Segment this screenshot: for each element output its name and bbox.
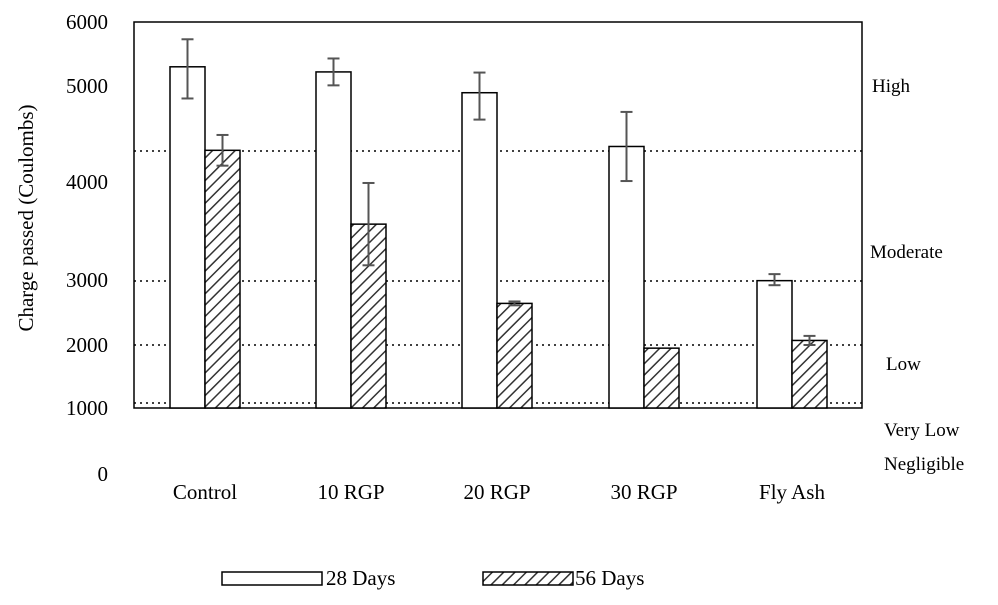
zone-label: Very Low [884,420,960,441]
x-tick-label: 20 RGP [463,480,530,504]
x-tick-label: 30 RGP [610,480,677,504]
y-tick-label: 5000 [66,74,108,98]
legend-swatch-28-days [221,571,323,586]
x-tick-label: Fly Ash [759,480,825,504]
y-tick-label: 2000 [66,333,108,357]
bar-56-days [350,223,387,409]
bar-28-days [315,71,352,409]
y-tick-label: 3000 [66,268,108,292]
bar-56-days [643,347,680,409]
x-tick-label: 10 RGP [317,480,384,504]
zone-label: Moderate [870,242,943,263]
y-axis-label: Charge passed (Coulombs) [14,104,38,331]
zone-label: Low [886,354,921,375]
legend-swatch-56-days [482,571,574,586]
legend-label-56-days: 56 Days [575,566,644,590]
zone-label: High [872,76,911,97]
y-tick-label: 6000 [66,10,108,34]
y-tick-label: 1000 [66,396,108,420]
zone-label: Negligible [884,454,964,475]
bar-28-days [461,91,498,409]
bar-56-days [496,302,533,409]
x-tick-label: Control [173,480,237,504]
y-tick-label: 4000 [66,170,108,194]
bar-28-days [169,66,206,409]
bar-56-days [204,149,241,409]
bar-56-days [791,339,828,409]
y-tick-label: 0 [98,462,109,486]
legend-label-28-days: 28 Days [326,566,395,590]
bar-28-days [756,279,793,409]
bar-28-days [608,145,645,409]
